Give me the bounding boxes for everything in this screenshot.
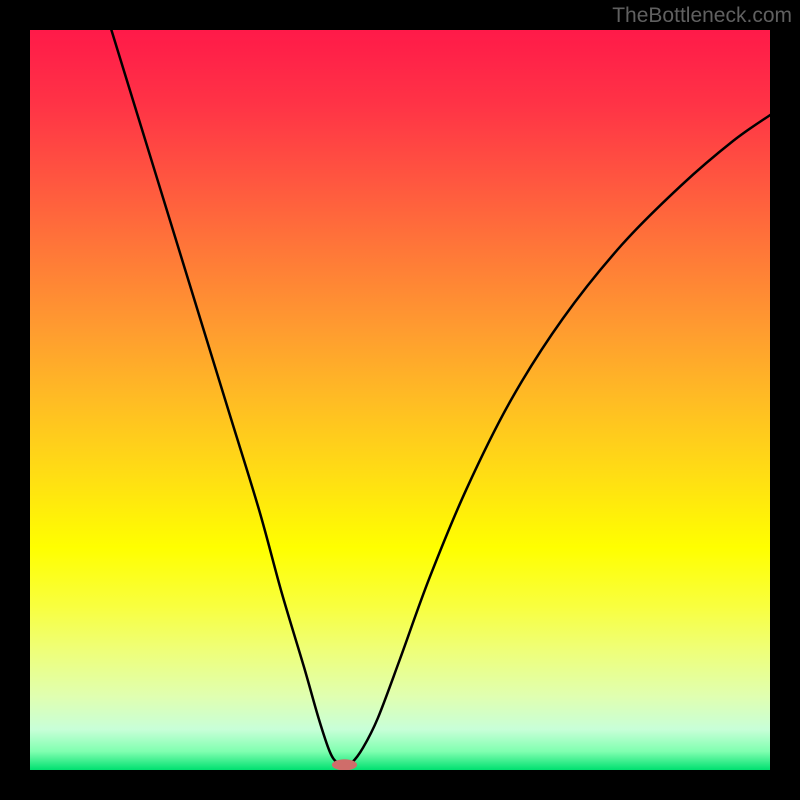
watermark-text: TheBottleneck.com (612, 4, 792, 28)
plot-area (30, 30, 770, 770)
